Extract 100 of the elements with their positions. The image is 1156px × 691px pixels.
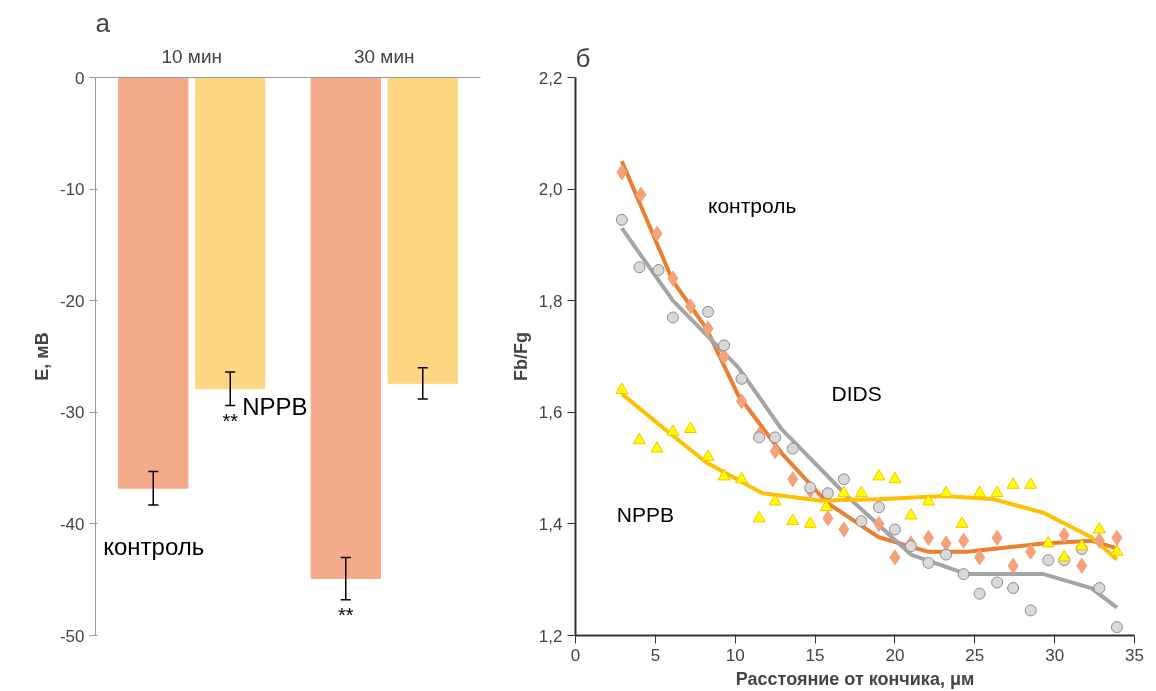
point [753, 431, 766, 444]
point [921, 494, 935, 506]
point [787, 471, 799, 488]
point [735, 471, 749, 484]
point [973, 587, 986, 600]
point [684, 298, 696, 315]
y-tick-label: 1,8 [538, 291, 563, 311]
point [702, 305, 715, 318]
text: контроль [707, 194, 797, 218]
point [616, 164, 628, 181]
y-tick-label: 1,6 [538, 403, 563, 423]
x-tick-label: 15 [805, 645, 825, 665]
point [652, 264, 665, 276]
point [958, 532, 970, 549]
y-tick-label: 2,0 [538, 180, 563, 200]
point [786, 442, 799, 455]
point [888, 523, 901, 536]
point [1075, 538, 1089, 551]
point [957, 568, 970, 581]
point [635, 186, 647, 203]
point [1007, 582, 1020, 595]
point [718, 339, 731, 352]
point [736, 393, 748, 410]
point [991, 576, 1004, 589]
text: NPPB [616, 502, 675, 526]
series-label: NPPB [242, 392, 308, 420]
y-axis-title: Fb/Fg [510, 332, 531, 381]
point [1025, 543, 1037, 560]
point [889, 549, 901, 566]
point [701, 449, 715, 461]
text: DIDS [831, 382, 882, 406]
x-tick-label: 0 [570, 645, 581, 665]
point [615, 213, 628, 226]
point [922, 556, 935, 569]
point [888, 471, 902, 484]
y-tick-label: 1,4 [538, 514, 563, 534]
point [1024, 477, 1038, 489]
point [1057, 549, 1071, 562]
series-label: контроль [103, 533, 205, 561]
point [974, 549, 986, 566]
point [904, 540, 917, 553]
point [717, 469, 731, 481]
point [837, 473, 850, 486]
y-tick-label: 2,2 [538, 68, 563, 88]
point [1076, 557, 1088, 574]
point [1093, 582, 1106, 595]
point [786, 513, 800, 526]
point [991, 529, 1003, 546]
x-axis-title: Расстояние от кончика, μм [735, 668, 975, 689]
point [1006, 477, 1020, 489]
point [1007, 557, 1019, 574]
point [955, 516, 969, 528]
x-tick-label: 5 [650, 645, 661, 665]
point [769, 431, 782, 444]
line-series [619, 226, 1119, 610]
x-tick-label: 25 [965, 645, 985, 665]
y-tick-label: 0 [75, 68, 85, 88]
point [651, 225, 663, 242]
point [904, 508, 918, 520]
x-tick-label: 10 [725, 645, 745, 665]
point [667, 270, 679, 287]
point [922, 529, 934, 546]
point [735, 372, 748, 385]
y-tick-label: 1,2 [538, 626, 563, 646]
point [615, 382, 629, 394]
y-tick-label: -20 [59, 291, 85, 311]
point [990, 485, 1004, 498]
chart-title: б [575, 42, 591, 73]
point [718, 348, 730, 365]
point [633, 261, 646, 274]
point [752, 510, 766, 523]
point [1024, 604, 1037, 617]
point [1058, 527, 1070, 544]
point [666, 311, 679, 324]
point [1110, 621, 1123, 634]
point [873, 515, 885, 532]
point [838, 521, 850, 538]
point [854, 485, 868, 498]
point [822, 510, 834, 527]
point [855, 515, 868, 528]
point [632, 432, 646, 445]
point [804, 481, 817, 494]
point [702, 320, 714, 337]
y-tick-label: -10 [59, 180, 85, 200]
data-label: ** [222, 409, 239, 432]
point [821, 487, 834, 500]
point [1092, 522, 1106, 534]
point [872, 469, 886, 481]
point [837, 485, 851, 498]
x-tick-label: 10 мин [161, 45, 223, 67]
x-tick-label: 20 [885, 645, 905, 665]
point [803, 516, 817, 528]
point [683, 421, 697, 433]
y-tick-label: -40 [59, 514, 85, 534]
point [1041, 536, 1055, 548]
point [1042, 554, 1055, 567]
data-label: ** [337, 603, 354, 626]
y-tick-label: -50 [59, 626, 85, 646]
point [819, 499, 833, 512]
x-tick-label: 35 [1125, 645, 1144, 665]
